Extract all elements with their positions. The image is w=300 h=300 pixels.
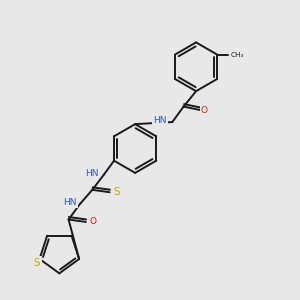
Text: HN: HN <box>85 169 98 178</box>
Text: S: S <box>34 257 40 268</box>
Text: HN: HN <box>153 116 167 125</box>
Text: CH₃: CH₃ <box>231 52 244 58</box>
Text: O: O <box>89 218 96 226</box>
Text: S: S <box>113 187 120 197</box>
Text: O: O <box>201 106 208 115</box>
Text: HN: HN <box>63 198 77 207</box>
